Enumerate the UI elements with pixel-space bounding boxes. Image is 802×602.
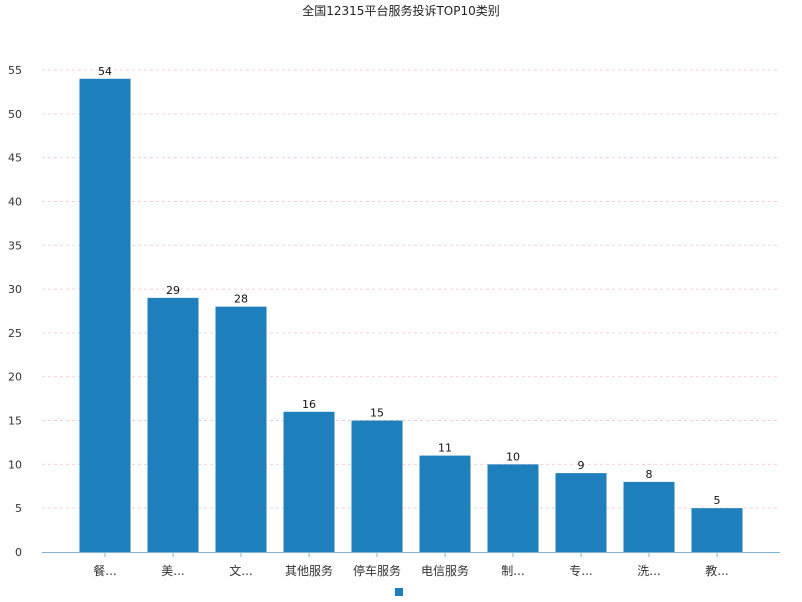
bar: [623, 481, 675, 552]
value-label: 54: [98, 65, 112, 78]
y-tick-label: 50: [8, 108, 22, 121]
value-label: 29: [166, 284, 180, 297]
bar: [351, 420, 403, 552]
chart-title: 全国12315平台服务投诉TOP10类别: [302, 4, 500, 18]
category-label: 洗...: [637, 564, 660, 578]
y-tick-label: 30: [8, 283, 22, 296]
value-label: 28: [234, 293, 248, 306]
y-tick-label: 5: [15, 502, 22, 515]
category-label: 其他服务: [285, 563, 333, 578]
value-label: 10: [506, 450, 520, 463]
bar: [691, 508, 743, 552]
category-label: 文...: [229, 563, 252, 578]
y-tick-label: 15: [8, 415, 22, 428]
value-label: 9: [578, 459, 585, 472]
y-tick-label: 35: [8, 239, 22, 252]
category-label: 制...: [501, 564, 524, 578]
bar: [215, 306, 267, 552]
y-tick-label: 45: [8, 152, 22, 165]
category-label: 美...: [161, 564, 184, 578]
y-tick-label: 25: [8, 327, 22, 340]
legend-swatch[interactable]: [395, 588, 403, 596]
value-label: 8: [646, 468, 653, 481]
value-label: 5: [714, 494, 721, 507]
value-label: 15: [370, 407, 384, 420]
y-tick-label: 10: [8, 458, 22, 471]
bar: [487, 464, 539, 552]
category-label: 专...: [569, 563, 592, 578]
value-label: 11: [438, 442, 452, 455]
y-tick-label: 55: [8, 64, 22, 77]
category-label: 电信服务: [421, 563, 469, 578]
category-label: 停车服务: [353, 563, 401, 578]
category-label: 餐...: [93, 563, 116, 578]
bar: [147, 297, 199, 552]
bar: [79, 78, 131, 552]
bar: [283, 411, 335, 552]
bar: [555, 473, 607, 552]
y-tick-label: 0: [15, 546, 22, 559]
y-tick-label: 40: [8, 195, 22, 208]
value-label: 16: [302, 398, 316, 411]
bar: [419, 455, 471, 552]
y-tick-label: 20: [8, 371, 22, 384]
category-label: 教...: [705, 563, 728, 578]
